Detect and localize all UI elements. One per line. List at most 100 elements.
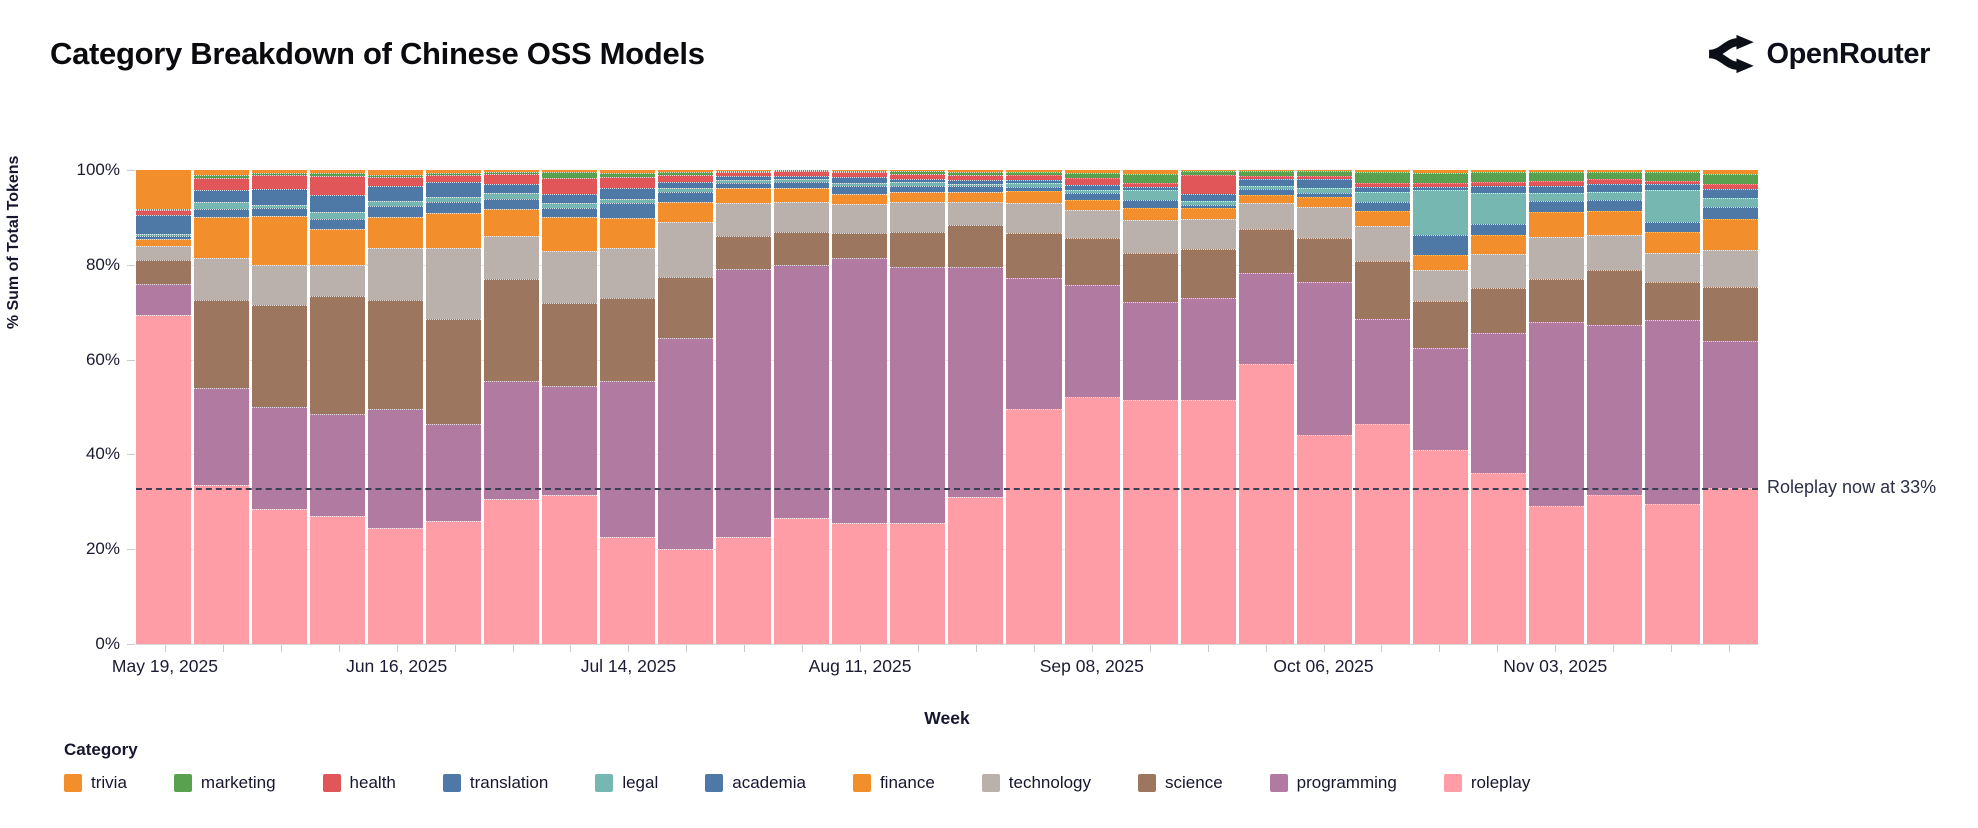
bar-segment-programming[interactable] xyxy=(890,267,946,524)
bar-segment-health[interactable] xyxy=(1412,183,1468,188)
bar-segment-trivia[interactable] xyxy=(194,170,250,176)
bar-segment-roleplay[interactable] xyxy=(1238,364,1294,644)
bar-segment-translation[interactable] xyxy=(1064,184,1120,190)
bar-segment-programming[interactable] xyxy=(1528,321,1584,507)
bar-segment-legal[interactable] xyxy=(1238,185,1294,189)
bar-segment-academia[interactable] xyxy=(1470,223,1526,236)
bar-segment-translation[interactable] xyxy=(252,189,308,205)
stacked-bar[interactable] xyxy=(716,170,772,644)
bar-segment-marketing[interactable] xyxy=(1122,173,1178,183)
bar-segment-academia[interactable] xyxy=(484,199,540,210)
bar-segment-science[interactable] xyxy=(716,236,772,270)
bar-segment-marketing[interactable] xyxy=(832,171,888,173)
bar-segment-programming[interactable] xyxy=(1238,272,1294,365)
stacked-bar[interactable] xyxy=(1470,170,1526,644)
bar-segment-translation[interactable] xyxy=(1296,178,1352,188)
bar-segment-science[interactable] xyxy=(1528,279,1584,322)
stacked-bar[interactable] xyxy=(368,170,424,644)
bar-segment-translation[interactable] xyxy=(1238,179,1294,186)
legend-item-finance[interactable]: finance xyxy=(852,773,935,793)
bar-segment-finance[interactable] xyxy=(542,217,598,252)
bar-segment-academia[interactable] xyxy=(194,209,250,218)
bar-segment-marketing[interactable] xyxy=(1006,171,1062,175)
bar-segment-roleplay[interactable] xyxy=(252,508,308,644)
bar-segment-marketing[interactable] xyxy=(1238,170,1294,177)
bar-segment-technology[interactable] xyxy=(310,264,366,296)
stacked-bar[interactable] xyxy=(1122,170,1178,644)
bar-segment-trivia[interactable] xyxy=(948,170,1004,172)
bar-segment-technology[interactable] xyxy=(948,202,1004,225)
bar-segment-technology[interactable] xyxy=(600,248,656,298)
bar-segment-translation[interactable] xyxy=(832,177,888,183)
bar-segment-health[interactable] xyxy=(1528,180,1584,186)
bar-segment-marketing[interactable] xyxy=(1702,174,1758,184)
bar-segment-finance[interactable] xyxy=(1412,255,1468,270)
bar-segment-translation[interactable] xyxy=(1586,183,1642,192)
bar-segment-legal[interactable] xyxy=(252,204,308,208)
bar-segment-trivia[interactable] xyxy=(252,170,308,173)
bar-segment-legal[interactable] xyxy=(890,182,946,186)
bar-segment-translation[interactable] xyxy=(1528,185,1584,194)
bar-segment-health[interactable] xyxy=(252,175,308,190)
bar-segment-translation[interactable] xyxy=(1006,179,1062,184)
bar-segment-translation[interactable] xyxy=(890,178,946,183)
bar-segment-health[interactable] xyxy=(368,177,424,186)
bar-segment-legal[interactable] xyxy=(1644,189,1700,223)
bar-segment-health[interactable] xyxy=(1470,182,1526,186)
bar-segment-legal[interactable] xyxy=(1354,192,1410,203)
bar-segment-marketing[interactable] xyxy=(1528,171,1584,181)
bar-segment-health[interactable] xyxy=(1180,175,1236,194)
bar-segment-finance[interactable] xyxy=(368,217,424,249)
bar-segment-science[interactable] xyxy=(600,297,656,381)
bar-segment-roleplay[interactable] xyxy=(600,537,656,644)
bar-segment-roleplay[interactable] xyxy=(136,314,192,644)
bar-segment-marketing[interactable] xyxy=(948,171,1004,175)
bar-segment-trivia[interactable] xyxy=(1238,170,1294,171)
stacked-bar[interactable] xyxy=(1180,170,1236,644)
bar-segment-programming[interactable] xyxy=(1354,319,1410,424)
bar-segment-academia[interactable] xyxy=(1006,186,1062,192)
bar-segment-legal[interactable] xyxy=(1006,183,1062,187)
stacked-bar[interactable] xyxy=(948,170,1004,644)
bar-segment-trivia[interactable] xyxy=(426,170,482,173)
bar-segment-technology[interactable] xyxy=(1354,225,1410,261)
bar-segment-health[interactable] xyxy=(1702,183,1758,190)
bar-segment-programming[interactable] xyxy=(1180,297,1236,400)
bar-segment-legal[interactable] xyxy=(136,234,192,237)
bar-segment-translation[interactable] xyxy=(1412,187,1468,190)
bar-segment-technology[interactable] xyxy=(658,222,714,277)
bar-segment-roleplay[interactable] xyxy=(1064,397,1120,644)
bar-segment-health[interactable] xyxy=(542,178,598,194)
bar-segment-programming[interactable] xyxy=(658,338,714,550)
bar-segment-science[interactable] xyxy=(136,260,192,284)
bar-segment-finance[interactable] xyxy=(426,212,482,249)
bar-segment-academia[interactable] xyxy=(658,192,714,203)
bar-segment-trivia[interactable] xyxy=(1470,170,1526,173)
bar-segment-roleplay[interactable] xyxy=(1586,494,1642,644)
bar-segment-health[interactable] xyxy=(310,175,366,195)
bar-segment-trivia[interactable] xyxy=(1180,170,1236,171)
bar-segment-translation[interactable] xyxy=(1702,189,1758,199)
bar-segment-trivia[interactable] xyxy=(716,170,772,171)
legend-item-academia[interactable]: academia xyxy=(705,773,806,793)
bar-segment-technology[interactable] xyxy=(1470,254,1526,289)
bar-segment-science[interactable] xyxy=(542,302,598,386)
bar-segment-science[interactable] xyxy=(484,278,540,381)
bar-segment-academia[interactable] xyxy=(1238,188,1294,195)
bar-segment-technology[interactable] xyxy=(1122,219,1178,253)
bar-segment-finance[interactable] xyxy=(1470,235,1526,255)
bar-segment-health[interactable] xyxy=(1644,180,1700,185)
bar-segment-academia[interactable] xyxy=(1586,199,1642,211)
bar-segment-science[interactable] xyxy=(1238,228,1294,273)
bar-segment-roleplay[interactable] xyxy=(948,497,1004,644)
bar-segment-translation[interactable] xyxy=(484,184,540,193)
bar-segment-translation[interactable] xyxy=(368,185,424,201)
bar-segment-science[interactable] xyxy=(1702,287,1758,341)
bar-segment-programming[interactable] xyxy=(1644,319,1700,505)
bar-segment-finance[interactable] xyxy=(310,229,366,265)
bar-segment-translation[interactable] xyxy=(136,215,192,235)
bar-segment-finance[interactable] xyxy=(1064,199,1120,210)
bar-segment-programming[interactable] xyxy=(1702,340,1758,488)
bar-segment-academia[interactable] xyxy=(310,219,366,230)
bar-segment-technology[interactable] xyxy=(194,257,250,301)
